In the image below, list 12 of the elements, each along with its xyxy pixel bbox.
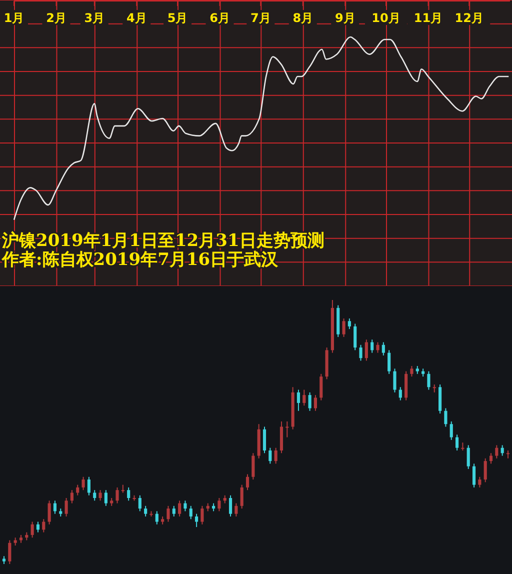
x-tick-label: 3月 bbox=[84, 11, 105, 25]
x-tick-label: 6月 bbox=[210, 11, 230, 25]
x-tick-label: 4月 bbox=[126, 11, 147, 25]
x-tick-label: 9月 bbox=[334, 11, 356, 25]
x-tick-label: 12月 bbox=[454, 11, 484, 25]
x-tick-label: 7月 bbox=[250, 11, 271, 25]
x-tick-label: 2月 bbox=[46, 11, 66, 25]
x-tick-label: 10月 bbox=[372, 11, 400, 25]
x-tick-label: 11月 bbox=[414, 11, 443, 25]
x-tick-label: 5月 bbox=[167, 11, 188, 25]
x-tick-label: 8月 bbox=[292, 11, 314, 25]
x-tick-label: 1月 bbox=[4, 11, 24, 25]
